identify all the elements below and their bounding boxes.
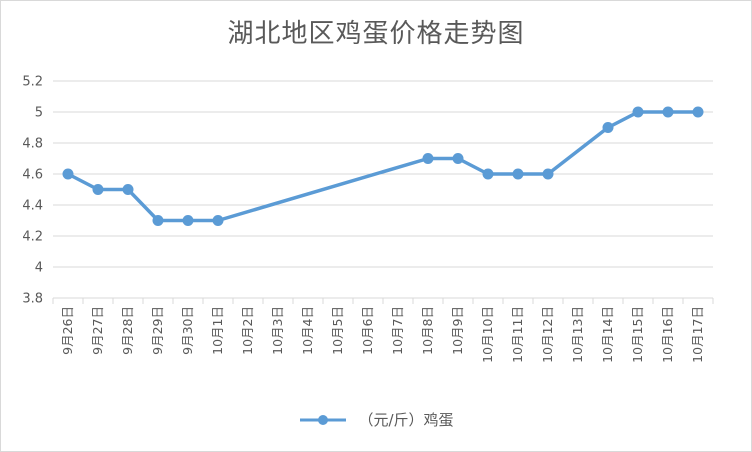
x-tick-label: 10月3日 (270, 306, 285, 355)
x-tick-label: 10月6日 (360, 306, 375, 355)
data-point (602, 122, 614, 133)
data-point (542, 168, 554, 180)
x-tick-label: 10月12日 (540, 306, 555, 363)
data-point (632, 106, 644, 118)
x-tick-label: 9月29日 (150, 306, 165, 355)
data-point (152, 215, 164, 226)
data-point (92, 184, 104, 195)
x-tick-label: 10月9日 (450, 306, 465, 355)
data-point (212, 215, 224, 226)
data-point (422, 153, 434, 164)
data-point (182, 215, 194, 226)
data-point (62, 168, 74, 180)
data-point (452, 153, 464, 164)
x-tick-label: 10月10日 (480, 306, 495, 363)
x-tick-label: 10月2日 (240, 306, 255, 355)
x-tick-label: 10月1日 (210, 306, 225, 355)
x-tick-label: 9月30日 (180, 306, 195, 355)
y-tick-label: 5 (35, 106, 43, 121)
y-tick-label: 4.2 (22, 230, 43, 245)
x-tick-label: 10月4日 (300, 306, 315, 355)
legend-marker (300, 414, 347, 425)
y-tick-label: 5.2 (22, 75, 43, 90)
chart-title: 湖北地区鸡蛋价格走势图 (227, 19, 525, 49)
data-point (122, 184, 134, 195)
x-tick-label: 9月27日 (90, 306, 105, 355)
x-tick-label: 9月26日 (60, 306, 75, 355)
y-tick-label: 4.8 (22, 137, 43, 152)
x-tick-label: 10月8日 (420, 306, 435, 355)
legend: （元/斤）鸡蛋 (1, 409, 751, 430)
y-tick-label: 4 (35, 261, 43, 276)
y-tick-label: 3.8 (22, 292, 43, 307)
y-tick-label: 4.4 (22, 199, 43, 214)
x-tick-label: 10月16日 (660, 306, 675, 363)
data-point (662, 106, 674, 118)
data-point (482, 168, 494, 180)
legend-label: （元/斤）鸡蛋 (358, 411, 454, 429)
x-tick-label: 10月7日 (390, 306, 405, 355)
data-point (692, 106, 704, 118)
x-tick-label: 9月28日 (120, 306, 135, 355)
x-tick-label: 10月15日 (630, 306, 645, 363)
x-tick-label: 10月13日 (570, 306, 585, 363)
y-tick-label: 4.6 (22, 168, 43, 183)
data-point (512, 168, 524, 180)
x-tick-label: 10月14日 (600, 306, 615, 363)
x-tick-label: 10月17日 (690, 306, 705, 363)
x-tick-label: 10月5日 (330, 306, 345, 355)
x-tick-label: 10月11日 (510, 306, 525, 363)
